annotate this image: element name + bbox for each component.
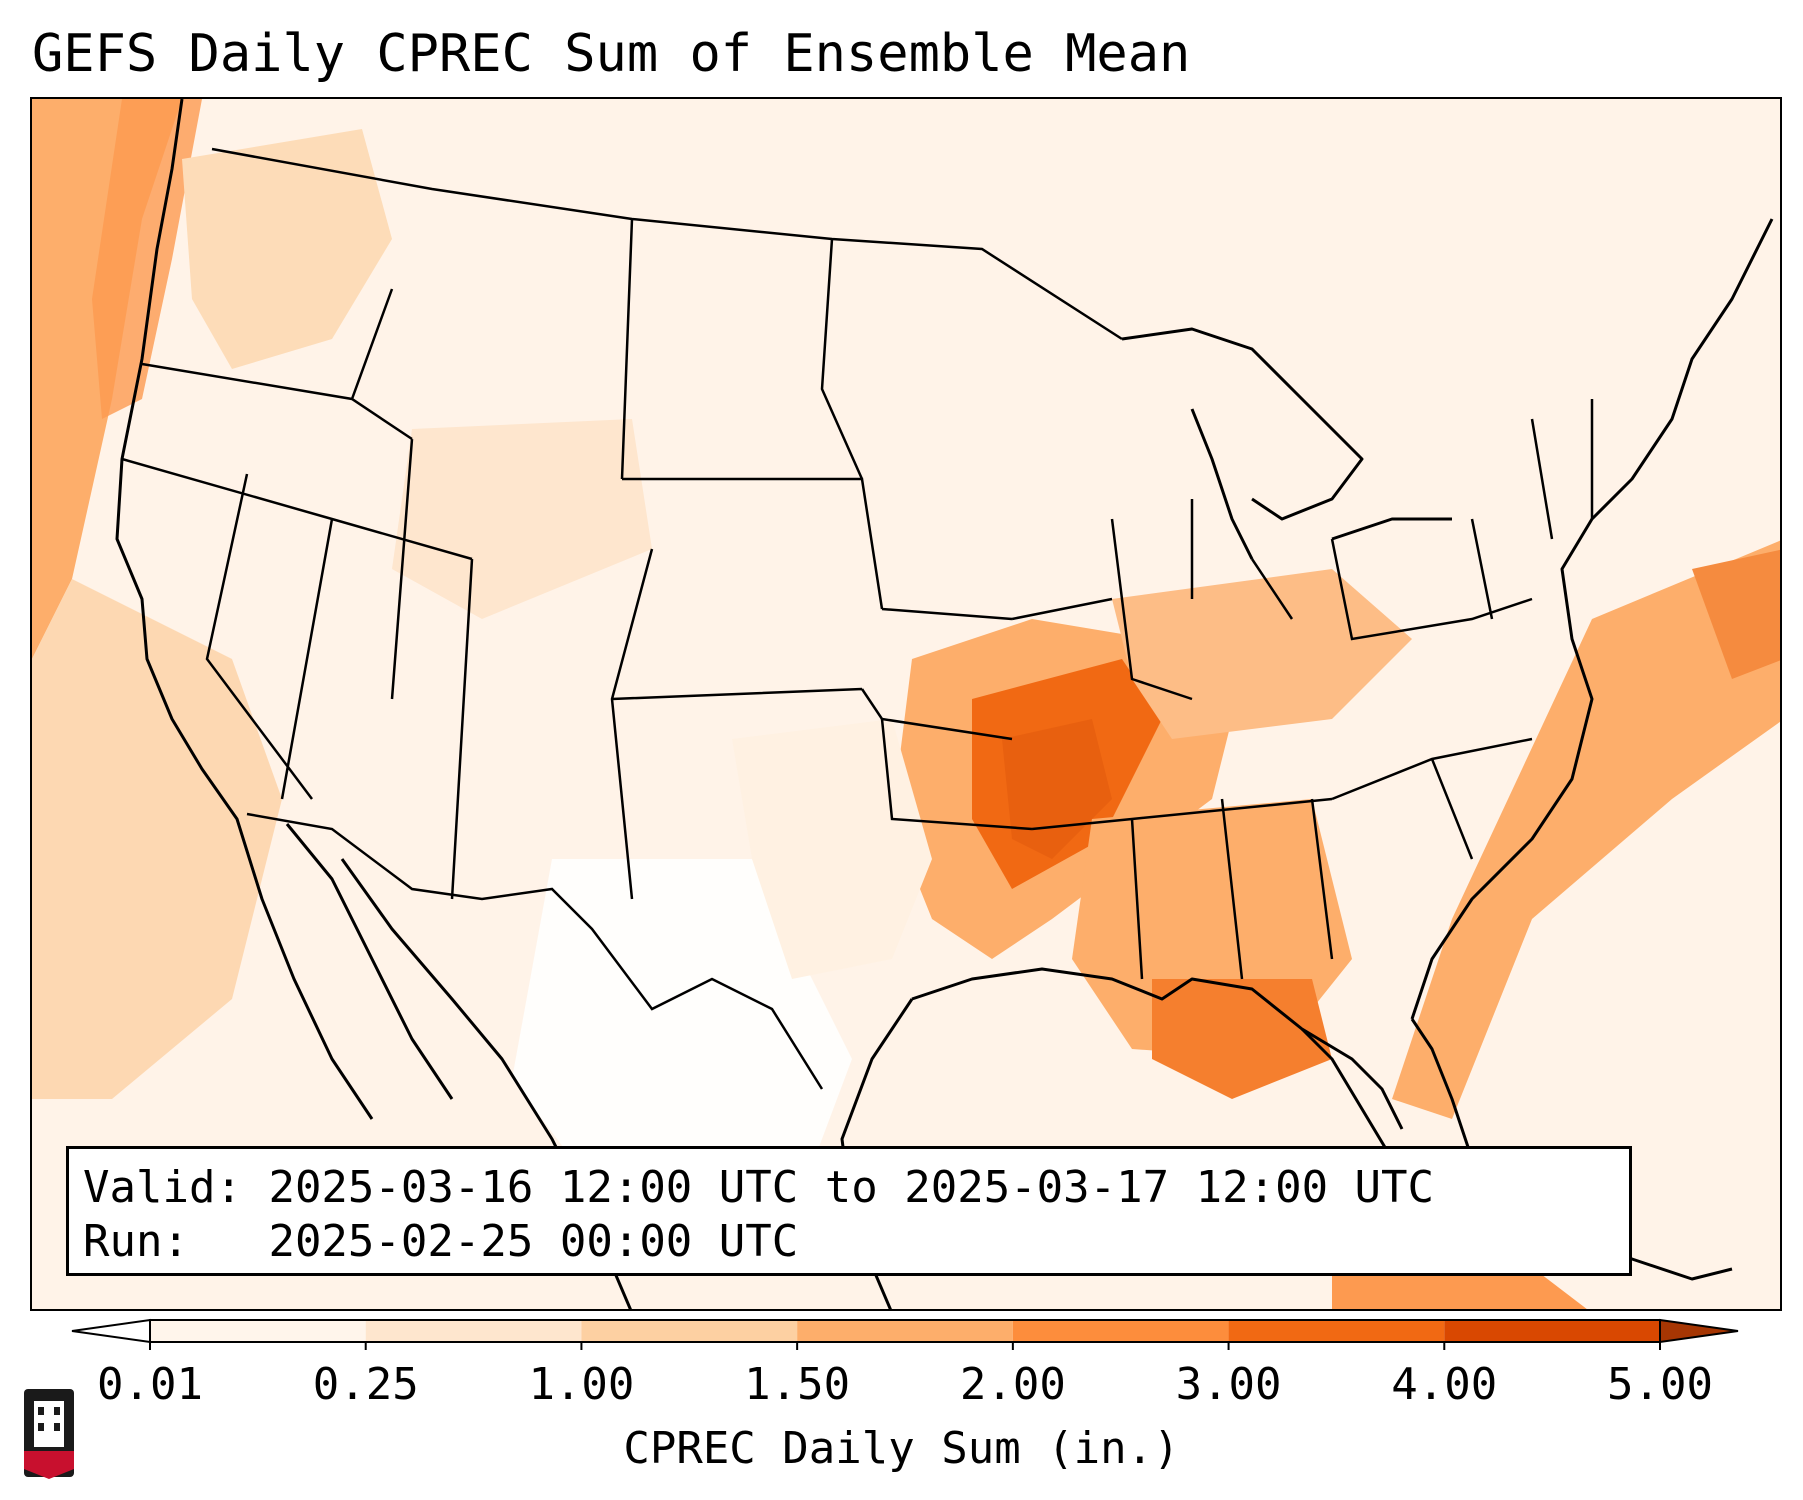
baja-peninsula: [285, 823, 454, 1100]
colorbar-tick-label-1: 0.25: [312, 1359, 419, 1410]
colorbar: [71, 1318, 1739, 1350]
valid-value: 2025-03-16 12:00 UTC to 2025-03-17 12:00…: [268, 1162, 1435, 1213]
colorbar-extend-max: [1659, 1318, 1739, 1344]
gulf-coast-heavy: [1152, 979, 1332, 1099]
colorbar-tick-label-2: 1.00: [528, 1359, 635, 1410]
colorbar-tick-label-0: 0.01: [97, 1359, 203, 1410]
run-label: Run:: [83, 1216, 189, 1267]
offshore-ca: [32, 579, 282, 1099]
canada-us-border: [211, 147, 1123, 341]
colorbar-extend-min: [71, 1318, 151, 1344]
great-lakes: [1121, 327, 1452, 560]
mexico-dry: [512, 859, 852, 1239]
logo-shield: [24, 1451, 74, 1479]
pacific-coast-band: [92, 99, 202, 419]
precip-shading: [32, 99, 1780, 1309]
colorbar-segment-4: [1012, 1320, 1229, 1342]
state-borders-midwest: [880, 499, 1333, 831]
chart-title: GEFS Daily CPREC Sum of Ensemble Mean: [32, 24, 1191, 84]
colorbar-tick-label-3: 1.50: [744, 1359, 851, 1410]
west-coast: [115, 99, 374, 1120]
valid-run-info-box: Valid: 2025-03-16 12:00 UTC to 2025-03-1…: [66, 1146, 1632, 1276]
colorbar-tick-label-5: 3.00: [1175, 1359, 1282, 1410]
colorbar-segment-1: [365, 1320, 582, 1342]
colorbar-tick-label-4: 2.00: [959, 1359, 1066, 1410]
state-borders-west: [121, 288, 474, 900]
us-mexico-border: [246, 812, 824, 1090]
state-borders-south: [1130, 737, 1533, 980]
colorbar-tick-label-7: 5.00: [1607, 1359, 1713, 1410]
rockies: [392, 419, 652, 619]
colorbar-segment-6: [1444, 1320, 1660, 1342]
atlantic-core: [1692, 549, 1780, 679]
state-borders-northeast: [1330, 399, 1594, 641]
run-value: 2025-02-25 00:00 UTC: [268, 1216, 799, 1267]
valid-label: Valid:: [83, 1162, 242, 1213]
map-canvas: [32, 99, 1780, 1309]
colorbar-segment-0: [150, 1320, 366, 1342]
valid-line: Valid: 2025-03-16 12:00 UTC to 2025-03-1…: [83, 1161, 1615, 1215]
colorbar-segment-2: [581, 1320, 798, 1342]
state-borders-plains: [610, 218, 1013, 900]
niu-logo: [24, 1389, 74, 1479]
texas-light: [732, 719, 932, 979]
run-line: Run: 2025-02-25 00:00 UTC: [83, 1215, 1615, 1269]
colorbar-segment-5: [1228, 1320, 1445, 1342]
precipitation-map: [30, 97, 1782, 1311]
east-coast: [1410, 218, 1774, 1020]
colorbar-outline: [149, 1319, 1661, 1343]
political-borders: [121, 147, 1594, 1090]
colorbar-tick-label-6: 4.00: [1391, 1359, 1498, 1410]
atlantic-band: [1392, 540, 1780, 1119]
colorbar-segment-3: [797, 1320, 1013, 1342]
colorbar-label: CPREC Daily Sum (in.): [623, 1423, 1180, 1474]
northwest-interior: [182, 129, 392, 369]
